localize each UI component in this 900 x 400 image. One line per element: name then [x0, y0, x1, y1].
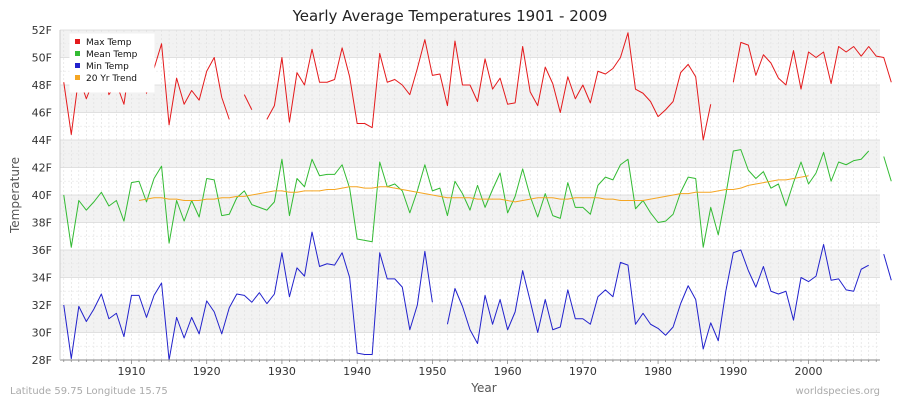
legend: Max Temp Mean Temp Min Temp 20 Yr Trend	[69, 33, 155, 93]
y-tick-label: 40F	[32, 189, 52, 202]
x-tick-label: 1990	[719, 365, 747, 378]
x-tick-label: 1910	[117, 365, 145, 378]
chart-title: Yearly Average Temperatures 1901 - 2009	[292, 7, 608, 25]
legend-label-20-yr-trend: 20 Yr Trend	[86, 74, 137, 84]
legend-label-min-temp: Min Temp	[86, 62, 129, 72]
series-lines	[63, 32, 892, 361]
legend-swatch-max-temp	[75, 39, 80, 44]
footer-coordinates: Latitude 59.75 Longitude 15.75	[10, 386, 168, 397]
x-tick-label: 1950	[418, 365, 446, 378]
footer-source: worldspecies.org	[796, 386, 880, 397]
legend-box	[69, 33, 155, 93]
series-line-segment	[243, 94, 253, 110]
axes: 1910 1920 1930 1940 1950 1960 1970 1980 1990 2000…	[32, 24, 880, 378]
y-tick-label: 32F	[32, 299, 52, 312]
legend-label-mean-temp: Mean Temp	[86, 50, 138, 60]
series-mean-temp	[63, 149, 892, 248]
y-axis-label: Temperature	[8, 157, 22, 234]
y-tick-label: 48F	[32, 79, 52, 92]
y-tick-label: 38F	[32, 217, 52, 230]
y-tick-label: 50F	[32, 52, 52, 65]
y-tick-label: 36F	[32, 244, 52, 257]
series-min-temp	[63, 231, 892, 361]
legend-label-max-temp: Max Temp	[86, 38, 132, 48]
x-tick-label: 1980	[644, 365, 672, 378]
legend-swatch-min-temp	[75, 63, 80, 68]
y-tick-label: 30F	[32, 327, 52, 340]
x-axis-label: Year	[470, 381, 496, 395]
x-tick-label: 2000	[795, 365, 823, 378]
x-tick-label: 1940	[343, 365, 371, 378]
legend-swatch-20-yr-trend	[75, 75, 80, 80]
series-line-segment	[266, 32, 712, 141]
series-line-segment	[446, 244, 869, 350]
series-20-yr-trend	[138, 175, 809, 203]
x-tick-label: 1930	[268, 365, 296, 378]
series-line-segment	[138, 175, 809, 203]
x-tick-label: 1970	[569, 365, 597, 378]
series-line-segment	[63, 231, 433, 361]
series-line-segment	[883, 253, 892, 281]
y-tick-label: 44F	[32, 134, 52, 147]
y-tick-label: 34F	[32, 272, 52, 285]
x-tick-label: 1920	[193, 365, 221, 378]
y-tick-label: 52F	[32, 24, 52, 37]
y-tick-label: 28F	[32, 354, 52, 367]
series-line-segment	[732, 41, 892, 90]
y-tick-label: 46F	[32, 107, 52, 120]
series-line-segment	[883, 156, 892, 182]
y-tick-label: 42F	[32, 162, 52, 175]
x-tick-label: 1960	[494, 365, 522, 378]
legend-swatch-mean-temp	[75, 51, 80, 56]
series-line-segment	[63, 149, 870, 248]
